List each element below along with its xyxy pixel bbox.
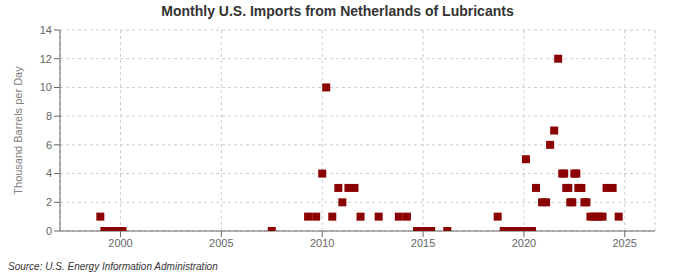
- svg-text:6: 6: [46, 139, 52, 151]
- svg-text:10: 10: [40, 81, 52, 93]
- svg-text:2020: 2020: [512, 237, 536, 249]
- svg-text:14: 14: [40, 24, 52, 36]
- svg-text:2: 2: [46, 196, 52, 208]
- svg-text:2025: 2025: [613, 237, 637, 249]
- html-text:Monthly U.S. Imports from Neth: Monthly U.S. Imports from Netherlands of…: [161, 3, 514, 19]
- svg-text:2015: 2015: [411, 237, 435, 249]
- svg-text:2010: 2010: [310, 237, 334, 249]
- svg-text:4: 4: [46, 167, 52, 179]
- svg-text:8: 8: [46, 110, 52, 122]
- svg-text:Thousand Barrels per Day: Thousand Barrels per Day: [12, 66, 24, 195]
- html-text:Source: U.S. Energy Informatio: Source: U.S. Energy Information Administ…: [8, 261, 218, 272]
- svg-text:12: 12: [40, 53, 52, 65]
- svg-text:0: 0: [46, 225, 52, 237]
- svg-text:2005: 2005: [209, 237, 233, 249]
- svg-text:2000: 2000: [108, 237, 132, 249]
